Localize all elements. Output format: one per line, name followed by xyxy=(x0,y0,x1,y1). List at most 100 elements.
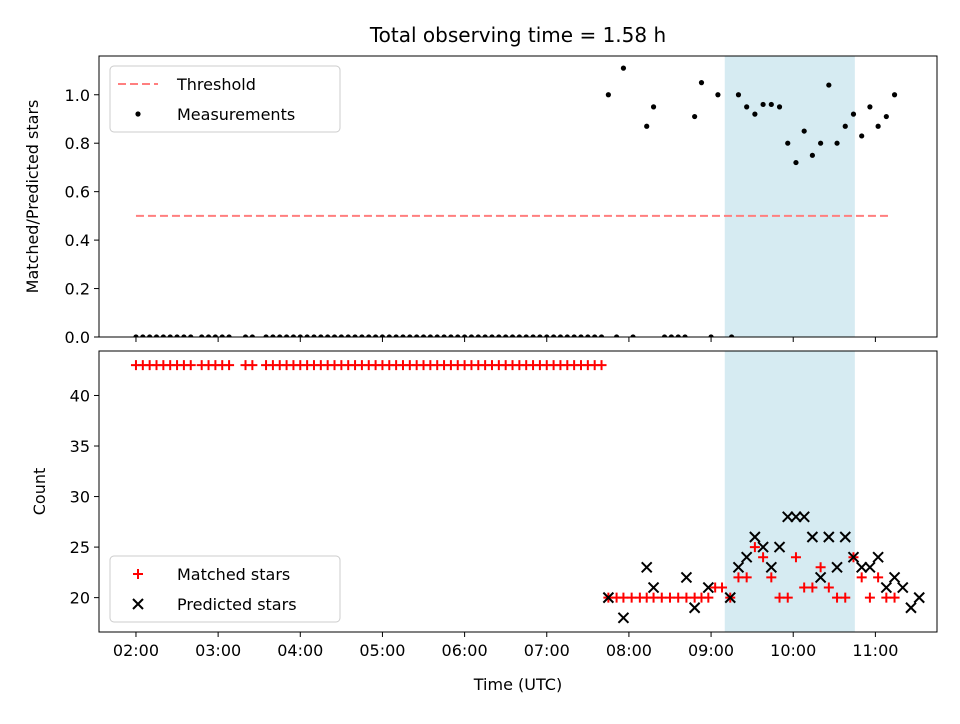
data-point xyxy=(557,334,564,337)
x-tick-label: 07:00 xyxy=(524,641,570,660)
y-tick-label: 1.0 xyxy=(65,86,90,105)
legend-label: Predicted stars xyxy=(177,595,297,614)
data-point xyxy=(174,334,180,337)
data-point xyxy=(831,561,843,574)
data-point xyxy=(809,152,815,158)
plot-area xyxy=(133,56,898,337)
data-point xyxy=(283,334,290,337)
data-point xyxy=(551,334,557,337)
plot-frame xyxy=(98,350,938,633)
data-point xyxy=(855,561,868,574)
legend: Matched stars Predicted stars xyxy=(109,555,341,623)
data-point xyxy=(760,101,766,108)
data-point xyxy=(185,360,196,371)
data-point xyxy=(702,581,715,594)
data-point xyxy=(818,140,824,146)
y-tick-label: 20 xyxy=(70,589,90,608)
data-point xyxy=(682,334,688,337)
data-point xyxy=(277,334,283,337)
data-point xyxy=(897,581,909,594)
data-point xyxy=(773,541,786,553)
data-point xyxy=(379,334,386,337)
legend-label: Matched stars xyxy=(177,565,290,584)
data-point xyxy=(740,551,753,563)
data-point xyxy=(270,334,276,337)
data-point xyxy=(814,571,827,584)
data-point xyxy=(840,592,851,603)
x-tick-label: 04:00 xyxy=(277,641,323,660)
data-point xyxy=(680,571,693,584)
x-tick-label: 02:00 xyxy=(113,641,159,660)
legend-label: Threshold xyxy=(176,75,256,94)
data-point xyxy=(806,531,819,543)
x-tick-label: 11:00 xyxy=(852,641,898,660)
data-point xyxy=(692,113,698,120)
data-point xyxy=(688,602,701,614)
legend-frame xyxy=(109,555,341,623)
data-point xyxy=(140,334,146,337)
legend-matched-swatch xyxy=(133,569,143,579)
data-point xyxy=(617,612,630,624)
data-point xyxy=(605,92,611,98)
x-tick-label: 08:00 xyxy=(606,641,652,660)
data-point xyxy=(304,334,310,337)
data-point xyxy=(325,334,331,337)
data-point xyxy=(807,582,818,593)
data-point xyxy=(729,334,735,337)
data-point xyxy=(647,581,660,594)
data-point xyxy=(766,572,777,583)
data-point xyxy=(724,591,736,604)
data-point xyxy=(181,334,187,337)
data-point xyxy=(372,334,379,337)
data-point xyxy=(826,82,832,88)
data-point xyxy=(420,334,427,337)
data-point xyxy=(735,92,742,98)
data-point xyxy=(883,113,889,120)
data-point xyxy=(758,552,769,563)
data-point xyxy=(875,123,881,129)
data-point xyxy=(434,334,440,337)
legend-label: Measurements xyxy=(177,105,295,124)
x-tick-label: 06:00 xyxy=(442,641,488,660)
series-measurements xyxy=(133,65,898,337)
data-point xyxy=(815,562,826,573)
data-point xyxy=(823,531,835,543)
data-point xyxy=(790,511,802,523)
data-point xyxy=(448,334,454,337)
data-point xyxy=(400,334,406,337)
data-point xyxy=(242,334,249,337)
data-point xyxy=(226,334,232,337)
data-point xyxy=(482,334,488,337)
data-point xyxy=(212,334,218,337)
data-point xyxy=(596,360,607,371)
x-tick-label: 09:00 xyxy=(688,641,734,660)
data-point xyxy=(489,334,495,337)
data-point xyxy=(661,334,668,337)
data-point xyxy=(834,140,840,146)
data-point xyxy=(592,334,598,337)
data-point xyxy=(331,334,338,337)
data-point xyxy=(641,561,653,574)
data-point xyxy=(345,334,351,337)
data-point xyxy=(427,334,433,337)
data-point xyxy=(318,334,324,337)
data-point xyxy=(873,572,884,583)
plot-frame xyxy=(98,55,938,338)
data-point xyxy=(509,334,516,337)
data-point xyxy=(247,360,258,371)
data-point xyxy=(847,551,860,563)
data-point xyxy=(793,159,799,166)
data-point xyxy=(311,334,317,337)
data-point xyxy=(249,334,255,337)
data-point xyxy=(224,360,235,371)
data-point xyxy=(564,334,570,337)
y-tick-label: 40 xyxy=(70,386,90,405)
data-point xyxy=(219,334,225,337)
data-point xyxy=(516,334,522,337)
data-point xyxy=(744,104,750,110)
data-point xyxy=(872,551,884,563)
data-point xyxy=(530,334,536,337)
data-point xyxy=(749,531,761,543)
y-tick-label: 0.4 xyxy=(65,231,90,250)
y-tick-label: 0.8 xyxy=(65,134,90,153)
